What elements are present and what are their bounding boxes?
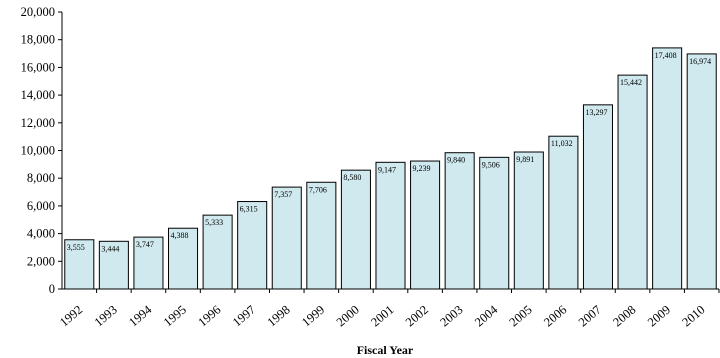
data-label-1998: 7,357 [274,190,292,199]
x-tick-label-1995: 1995 [161,303,189,330]
bar-2004 [479,156,510,290]
y-tick-label: 8,000 [27,171,55,185]
bar-2002 [410,160,441,290]
x-axis: 1992 1993 1994 1995 1996 1997 1998 1999 2000 2001… [57,288,720,330]
y-tick-label: 20,000 [21,5,55,19]
x-tick-label-2004: 2004 [472,302,501,329]
bar-2008 [617,74,648,290]
x-tick-label-1997: 1997 [230,303,258,330]
data-label-1992: 3,555 [67,243,85,252]
data-label-2006: 11,032 [551,139,573,148]
x-tick-label-2007: 2007 [576,303,604,330]
x-tick-label-2001: 2001 [368,303,396,330]
y-tick-label: 12,000 [21,116,55,130]
bar-2001 [375,161,406,290]
y-tick-label: 16,000 [21,60,55,74]
x-tick-label-1992: 1992 [57,303,85,330]
y-axis: 0 2,000 4,000 6,000 8,000 10,000 12,000 14,000 1… [21,5,63,296]
bar-2000 [340,169,371,290]
data-label-2010: 16,974 [689,57,711,66]
x-tick-label-2009: 2009 [645,303,673,330]
data-label-1999: 7,706 [309,185,327,194]
x-tick-label-2008: 2008 [610,303,638,330]
y-tick-label: 2,000 [27,254,55,268]
data-label-1993: 3,444 [101,244,119,253]
bar-1993 [98,240,129,290]
bar-2007 [582,104,613,290]
data-label-2009: 17,408 [655,51,677,60]
x-tick-label-2003: 2003 [437,303,465,330]
bar-1992 [64,239,95,290]
x-tick-label-1993: 1993 [92,303,120,330]
data-label-1994: 3,747 [136,240,154,249]
bar-2009 [652,47,683,290]
x-tick-label-1994: 1994 [126,302,155,329]
x-tick-label-2006: 2006 [541,303,569,330]
data-label-1997: 6,315 [240,205,258,214]
y-tick-label: 4,000 [27,227,55,241]
data-label-2002: 9,239 [413,164,431,173]
x-tick-label-1996: 1996 [195,303,223,330]
y-tick-label: 6,000 [27,199,55,213]
data-label-2007: 13,297 [585,108,607,117]
data-label-2001: 9,147 [378,165,396,174]
x-tick-label-2002: 2002 [403,303,431,330]
bar-1998 [271,186,302,290]
bar-1999 [306,181,337,290]
bars-group: 3,555 3,444 3,747 4,388 5,333 6,315 7,357 7,706… [64,47,717,290]
x-tick-label-2010: 2010 [679,303,707,330]
bar-1995 [168,227,199,290]
bar-1997 [237,201,268,290]
y-tick-label: 10,000 [21,144,55,158]
x-tick-label-1998: 1998 [265,303,293,330]
data-label-1995: 4,388 [171,231,189,240]
bar-2005 [513,151,544,290]
data-label-2005: 9,891 [516,155,534,164]
x-tick-label-1999: 1999 [299,303,327,330]
x-tick-label-2000: 2000 [334,303,362,330]
bar-2003 [444,152,475,290]
bar-2006 [548,135,579,290]
y-tick-label: 14,000 [21,88,55,102]
data-label-2008: 15,442 [620,78,642,87]
bar-2010 [686,53,717,290]
data-label-2003: 9,840 [447,156,465,165]
y-tick-label: 18,000 [21,33,55,47]
data-label-2000: 8,580 [343,173,361,182]
x-axis-title: Fiscal Year [357,343,414,357]
data-label-1996: 5,333 [205,218,223,227]
data-label-2004: 9,506 [482,160,500,169]
y-tick-label: 0 [49,282,55,296]
x-tick-label-2005: 2005 [507,303,535,330]
